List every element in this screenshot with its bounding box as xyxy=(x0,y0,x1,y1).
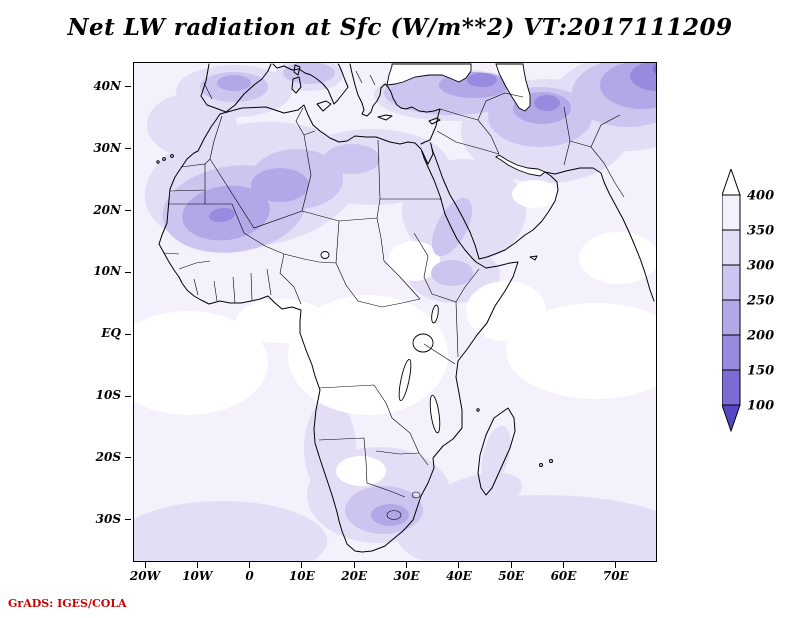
x-tick-label: 20W xyxy=(129,569,161,583)
persian-gulf xyxy=(495,154,546,177)
y-tick-label: 10S xyxy=(95,388,121,403)
y-tickmark xyxy=(125,395,131,397)
y-tickmark xyxy=(125,271,131,273)
canary-island xyxy=(156,160,160,164)
x-tick-label: 30E xyxy=(393,569,420,583)
x-tickmark xyxy=(615,562,617,568)
colorbar-label: 350 xyxy=(747,224,774,239)
colorbar-svg: 400 350 300 250 200 150 100 xyxy=(721,167,774,433)
comoros-island xyxy=(476,408,480,412)
lake-chad xyxy=(320,251,330,259)
colorbar-label: 300 xyxy=(747,259,774,274)
turkey-levant-coastline xyxy=(387,86,441,145)
y-tick-label: 20N xyxy=(93,202,121,217)
y-tick-label: 30N xyxy=(93,140,121,155)
colorbar-segment xyxy=(721,299,741,336)
iran-india-coastline xyxy=(544,167,655,302)
mauritius-island xyxy=(549,459,553,463)
x-tick-label: 40E xyxy=(445,569,472,583)
canary-island xyxy=(170,154,174,158)
colorbar: 400 350 300 250 200 150 100 xyxy=(721,167,792,435)
y-tickmark xyxy=(125,333,131,335)
italy-coastline xyxy=(272,63,349,105)
cyprus xyxy=(428,117,441,125)
y-tickmark xyxy=(125,148,131,150)
colorbar-segment xyxy=(721,369,741,406)
corsica xyxy=(293,64,301,76)
madagascar-coastline xyxy=(477,407,516,496)
coastlines xyxy=(156,63,655,553)
x-tick-label: 50E xyxy=(498,569,525,583)
plot-title: Net LW radiation at Sfc (W/m**2) VT:2017… xyxy=(67,14,733,41)
x-tickmark xyxy=(563,562,564,568)
colorbar-label: 100 xyxy=(747,399,774,414)
x-tick-label: 60E xyxy=(550,569,577,583)
crete xyxy=(377,114,393,121)
sicily xyxy=(316,100,332,112)
y-tickmark xyxy=(125,519,131,521)
lake-turkana xyxy=(431,304,439,324)
colorbar-label: 150 xyxy=(747,364,774,379)
x-tickmark xyxy=(144,562,146,568)
canary-island xyxy=(162,157,166,161)
caspian-sea xyxy=(495,63,531,112)
sinai-coastline xyxy=(421,143,434,165)
x-tick-label: 70E xyxy=(602,569,629,583)
y-tick-label: EQ xyxy=(101,326,121,341)
y-tick-label: 20S xyxy=(95,449,121,464)
reunion-island xyxy=(539,463,543,467)
iberia-coastline xyxy=(200,63,272,113)
y-tick-label: 30S xyxy=(95,511,121,526)
africa-coastline xyxy=(158,104,519,553)
grads-credit: GrADS: IGES/COLA xyxy=(8,597,127,610)
colorbar-label: 400 xyxy=(747,189,774,204)
x-tick-label: 20E xyxy=(341,569,368,583)
y-tickmark xyxy=(125,457,131,459)
colorbar-segment xyxy=(721,264,741,301)
x-tick-label: 0 xyxy=(245,569,254,583)
colorbar-arrow-top xyxy=(721,167,741,196)
colorbar-arrow-bottom xyxy=(721,404,741,433)
colorbar-label: 200 xyxy=(746,329,774,344)
y-tick-label: 40N xyxy=(93,78,121,93)
colorbar-segment xyxy=(721,194,741,231)
lake-victoria xyxy=(412,333,434,353)
map-canvas xyxy=(134,63,656,561)
swaziland-border xyxy=(411,491,421,499)
x-tickmark xyxy=(406,562,408,568)
lake-malawi xyxy=(429,394,441,434)
x-tick-label: 10W xyxy=(182,569,213,583)
x-tickmark xyxy=(353,562,355,568)
map-frame xyxy=(133,62,657,562)
sardinia xyxy=(291,76,302,94)
x-tick-label: 10E xyxy=(288,569,315,583)
x-tickmark xyxy=(301,562,303,568)
x-tickmark xyxy=(249,562,251,568)
lesotho-border xyxy=(386,510,402,520)
x-tickmark xyxy=(458,562,460,568)
black-sea xyxy=(386,63,472,86)
colorbar-segment xyxy=(721,334,741,371)
lake-tanganyika xyxy=(398,358,412,402)
greece-coastline xyxy=(349,63,389,117)
x-tickmark xyxy=(196,562,198,568)
country-borders xyxy=(163,70,625,520)
water-bodies xyxy=(320,63,546,434)
colorbar-segment xyxy=(721,229,741,266)
y-tick-label: 10N xyxy=(93,264,121,279)
colorbar-label: 250 xyxy=(746,294,774,309)
x-tickmark xyxy=(510,562,512,568)
socotra xyxy=(529,255,538,261)
y-tickmark xyxy=(125,86,131,88)
y-tickmark xyxy=(125,210,131,211)
arabia-coastline xyxy=(433,153,559,260)
